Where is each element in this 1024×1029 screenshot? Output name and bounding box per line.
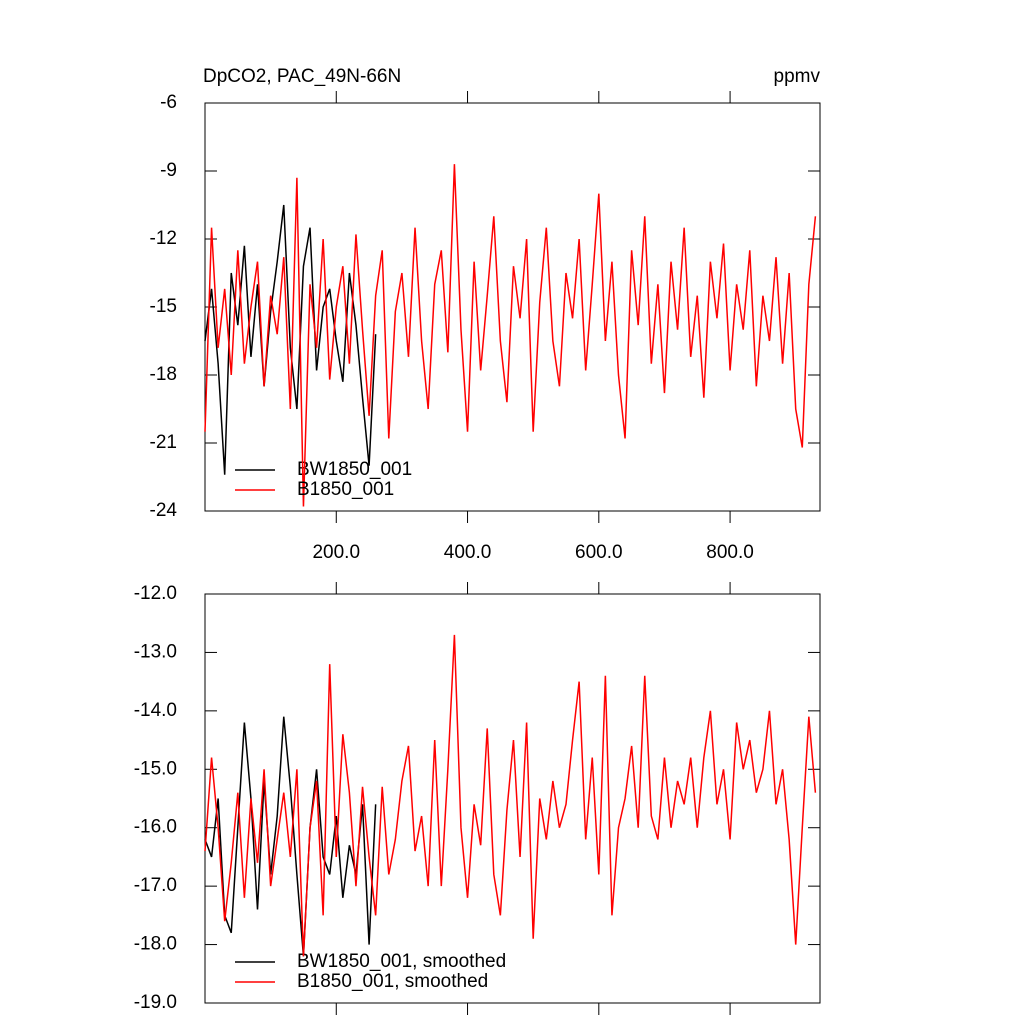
x-tick-label: 800.0 — [706, 542, 754, 563]
y-tick-label: -15 — [150, 296, 177, 317]
y-tick-label: -12.0 — [134, 583, 177, 604]
data-line — [204, 634, 817, 957]
y-tick-label: -12 — [150, 228, 177, 249]
y-tick-label: -13.0 — [134, 641, 177, 662]
y-tick-label: -21 — [150, 432, 177, 453]
plot-frame — [204, 593, 821, 1004]
legend-label: B1850_001, smoothed — [297, 971, 488, 992]
legend-label: B1850_001 — [297, 479, 394, 500]
x-tick-label: 600.0 — [575, 542, 623, 563]
data-line — [204, 716, 377, 957]
y-tick-label: -6 — [160, 92, 177, 113]
y-tick-label: -9 — [160, 160, 177, 181]
x-tick-label: 200.0 — [312, 542, 360, 563]
y-tick-label: -19.0 — [134, 992, 177, 1013]
y-tick-label: -15.0 — [134, 758, 177, 779]
plot-frame — [204, 102, 821, 512]
legend-label: BW1850_001, smoothed — [297, 951, 506, 972]
units-label: ppmv — [774, 66, 821, 87]
chart-title: DpCO2, PAC_49N-66N — [203, 66, 401, 87]
y-tick-label: -17.0 — [134, 875, 177, 896]
legend-label: BW1850_001 — [297, 459, 412, 480]
data-line — [204, 204, 377, 475]
y-tick-label: -24 — [150, 500, 178, 521]
y-tick-label: -18.0 — [134, 934, 177, 955]
data-line — [204, 164, 817, 507]
y-tick-label: -18 — [150, 364, 177, 385]
y-tick-label: -14.0 — [134, 700, 177, 721]
x-tick-label: 400.0 — [444, 542, 492, 563]
y-tick-label: -16.0 — [134, 817, 177, 838]
